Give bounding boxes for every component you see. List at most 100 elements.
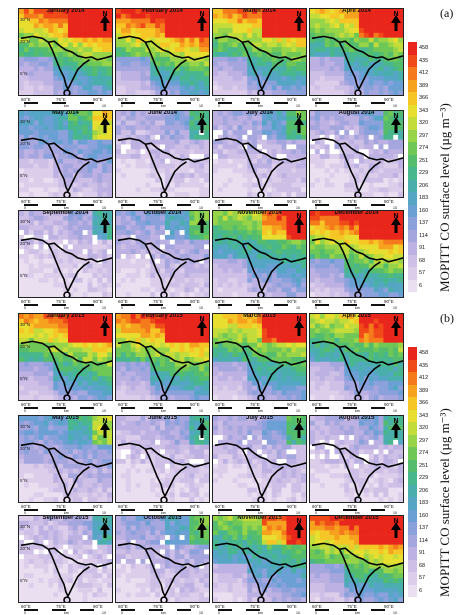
co-grid-cell (272, 38, 277, 43)
co-grid-cell (330, 144, 335, 149)
co-grid-cell (155, 76, 160, 81)
co-grid-cell (58, 390, 63, 395)
co-grid-cell (185, 319, 190, 324)
co-grid-cell (83, 19, 88, 24)
co-grid-cell (374, 168, 379, 173)
co-grid-cell (180, 343, 185, 348)
co-heatmap (116, 111, 209, 197)
co-grid-cell (121, 19, 126, 24)
co-grid-cell (223, 216, 228, 221)
co-grid-cell (286, 62, 291, 67)
co-grid-cell (121, 278, 126, 283)
co-grid-cell (257, 33, 262, 38)
co-grid-cell (145, 324, 150, 329)
co-grid-cell (223, 66, 228, 71)
co-grid-cell (199, 381, 204, 386)
co-grid-cell (58, 178, 63, 183)
co-grid-cell (267, 287, 272, 292)
co-grid-cell (73, 324, 78, 329)
co-grid-cell (344, 225, 349, 230)
co-grid-cell (383, 42, 388, 47)
co-grid-cell (131, 140, 136, 145)
co-heatmap (213, 9, 306, 95)
co-grid-cell (334, 183, 339, 188)
co-grid-cell (48, 381, 53, 386)
co-grid-cell (116, 347, 121, 352)
co-grid-cell (247, 268, 252, 273)
co-grid-cell (58, 159, 63, 164)
co-grid-cell (194, 287, 199, 292)
co-grid-cell (252, 225, 257, 230)
co-grid-cell (393, 62, 398, 67)
co-grid-cell (126, 23, 131, 28)
co-grid-cell (330, 85, 335, 90)
co-grid-cell (136, 125, 141, 130)
co-grid-cell (116, 390, 121, 395)
co-grid-cell (83, 221, 88, 226)
co-grid-cell (34, 240, 39, 245)
co-grid-cell (228, 278, 233, 283)
co-grid-cell (73, 90, 78, 95)
co-grid-cell (291, 149, 296, 154)
north-arrow-icon: N (197, 11, 207, 35)
co-grid-cell (267, 90, 272, 95)
co-grid-cell (83, 328, 88, 333)
co-grid-cell (131, 144, 136, 149)
co-grid-cell (165, 347, 170, 352)
co-grid-cell (379, 144, 384, 149)
co-grid-cell (282, 278, 287, 283)
co-grid-cell (78, 121, 83, 126)
co-grid-cell (140, 192, 145, 197)
co-grid-cell (349, 38, 354, 43)
co-grid-cell (277, 221, 282, 226)
co-grid-cell (34, 395, 39, 400)
co-grid-cell (150, 333, 155, 338)
co-grid-cell (252, 259, 257, 264)
co-grid-cell (34, 47, 39, 52)
co-grid-cell (252, 292, 257, 297)
co-grid-cell (194, 273, 199, 278)
co-grid-cell (43, 33, 48, 38)
map-title: October 2014 (116, 210, 209, 216)
co-heatmap (310, 211, 403, 297)
co-grid-cell (267, 14, 272, 19)
co-grid-cell (126, 140, 131, 145)
co-grid-cell (78, 333, 83, 338)
co-grid-cell (170, 324, 175, 329)
co-grid-cell (121, 287, 126, 292)
co-grid-cell (262, 164, 267, 169)
co-grid-cell (286, 71, 291, 76)
co-grid-cell (121, 62, 126, 67)
co-grid-cell (53, 221, 58, 226)
co-grid-cell (121, 362, 126, 367)
co-grid-cell (213, 178, 218, 183)
co-grid-cell (48, 278, 53, 283)
co-grid-cell (379, 71, 384, 76)
co-grid-cell (374, 66, 379, 71)
co-grid-cell (150, 14, 155, 19)
co-grid-cell (233, 264, 238, 269)
co-grid-cell (267, 292, 272, 297)
co-grid-cell (369, 178, 374, 183)
co-grid-cell (53, 116, 58, 121)
co-grid-cell (185, 292, 190, 297)
co-grid-cell (282, 235, 287, 240)
co-grid-cell (73, 264, 78, 269)
co-grid-cell (24, 287, 29, 292)
co-grid-cell (272, 90, 277, 95)
co-grid-cell (252, 221, 257, 226)
co-grid-cell (88, 371, 93, 376)
co-grid-cell (58, 240, 63, 245)
co-grid-cell (92, 164, 97, 169)
co-grid-cell (315, 149, 320, 154)
co-grid-cell (160, 240, 165, 245)
co-grid-cell (364, 235, 369, 240)
co-grid-cell (102, 367, 107, 372)
co-grid-cell (83, 38, 88, 43)
co-grid-cell (393, 149, 398, 154)
co-grid-cell (393, 183, 398, 188)
co-grid-cell (170, 362, 175, 367)
co-grid-cell (29, 390, 34, 395)
co-grid-cell (92, 278, 97, 283)
co-grid-cell (39, 371, 44, 376)
